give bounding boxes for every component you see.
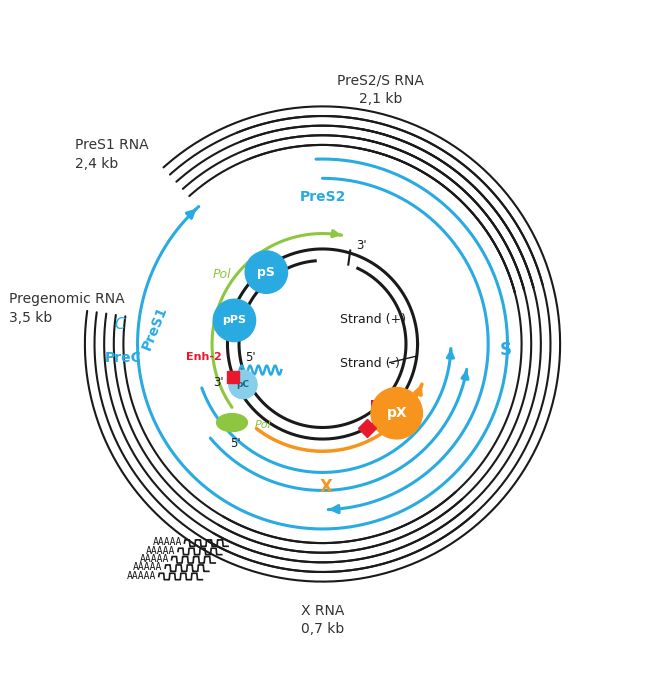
Text: Pol: Pol: [255, 420, 272, 429]
Text: PreS1: PreS1: [140, 303, 170, 352]
Text: 5': 5': [230, 437, 241, 450]
Circle shape: [371, 387, 422, 439]
Text: X RNA
0,7 kb: X RNA 0,7 kb: [301, 604, 344, 636]
Text: PreS1 RNA
2,4 kb: PreS1 RNA 2,4 kb: [75, 138, 149, 171]
Text: pX: pX: [386, 406, 407, 420]
Text: AAAAA: AAAAA: [127, 571, 156, 581]
Text: Pregenomic RNA
3,5 kb: Pregenomic RNA 3,5 kb: [9, 292, 124, 325]
Circle shape: [245, 251, 288, 293]
Text: pC: pC: [237, 380, 250, 389]
Text: PreS2: PreS2: [299, 190, 346, 204]
Ellipse shape: [217, 413, 248, 431]
Text: PreC: PreC: [105, 351, 142, 365]
Text: pS: pS: [257, 266, 275, 279]
Text: C: C: [114, 317, 124, 332]
Text: Enh-1: Enh-1: [370, 400, 406, 410]
Text: Strand (+): Strand (+): [341, 313, 406, 326]
Text: 3': 3': [356, 239, 366, 252]
Text: AAAAA: AAAAA: [139, 554, 169, 564]
Text: AAAAA: AAAAA: [146, 546, 175, 556]
Circle shape: [213, 299, 255, 341]
Text: Enh-2: Enh-2: [186, 352, 222, 362]
Circle shape: [229, 370, 257, 398]
Text: 3': 3': [213, 376, 224, 389]
Text: Pol: Pol: [213, 268, 232, 281]
Text: Strand (-): Strand (-): [341, 357, 401, 369]
Text: S: S: [500, 341, 511, 359]
Text: PreS2/S RNA
2,1 kb: PreS2/S RNA 2,1 kb: [337, 74, 424, 107]
Text: X: X: [319, 478, 332, 496]
Text: AAAAA: AAAAA: [134, 563, 163, 572]
Text: pPS: pPS: [223, 315, 246, 325]
Text: AAAAA: AAAAA: [152, 537, 182, 548]
Text: 5': 5': [244, 351, 255, 364]
